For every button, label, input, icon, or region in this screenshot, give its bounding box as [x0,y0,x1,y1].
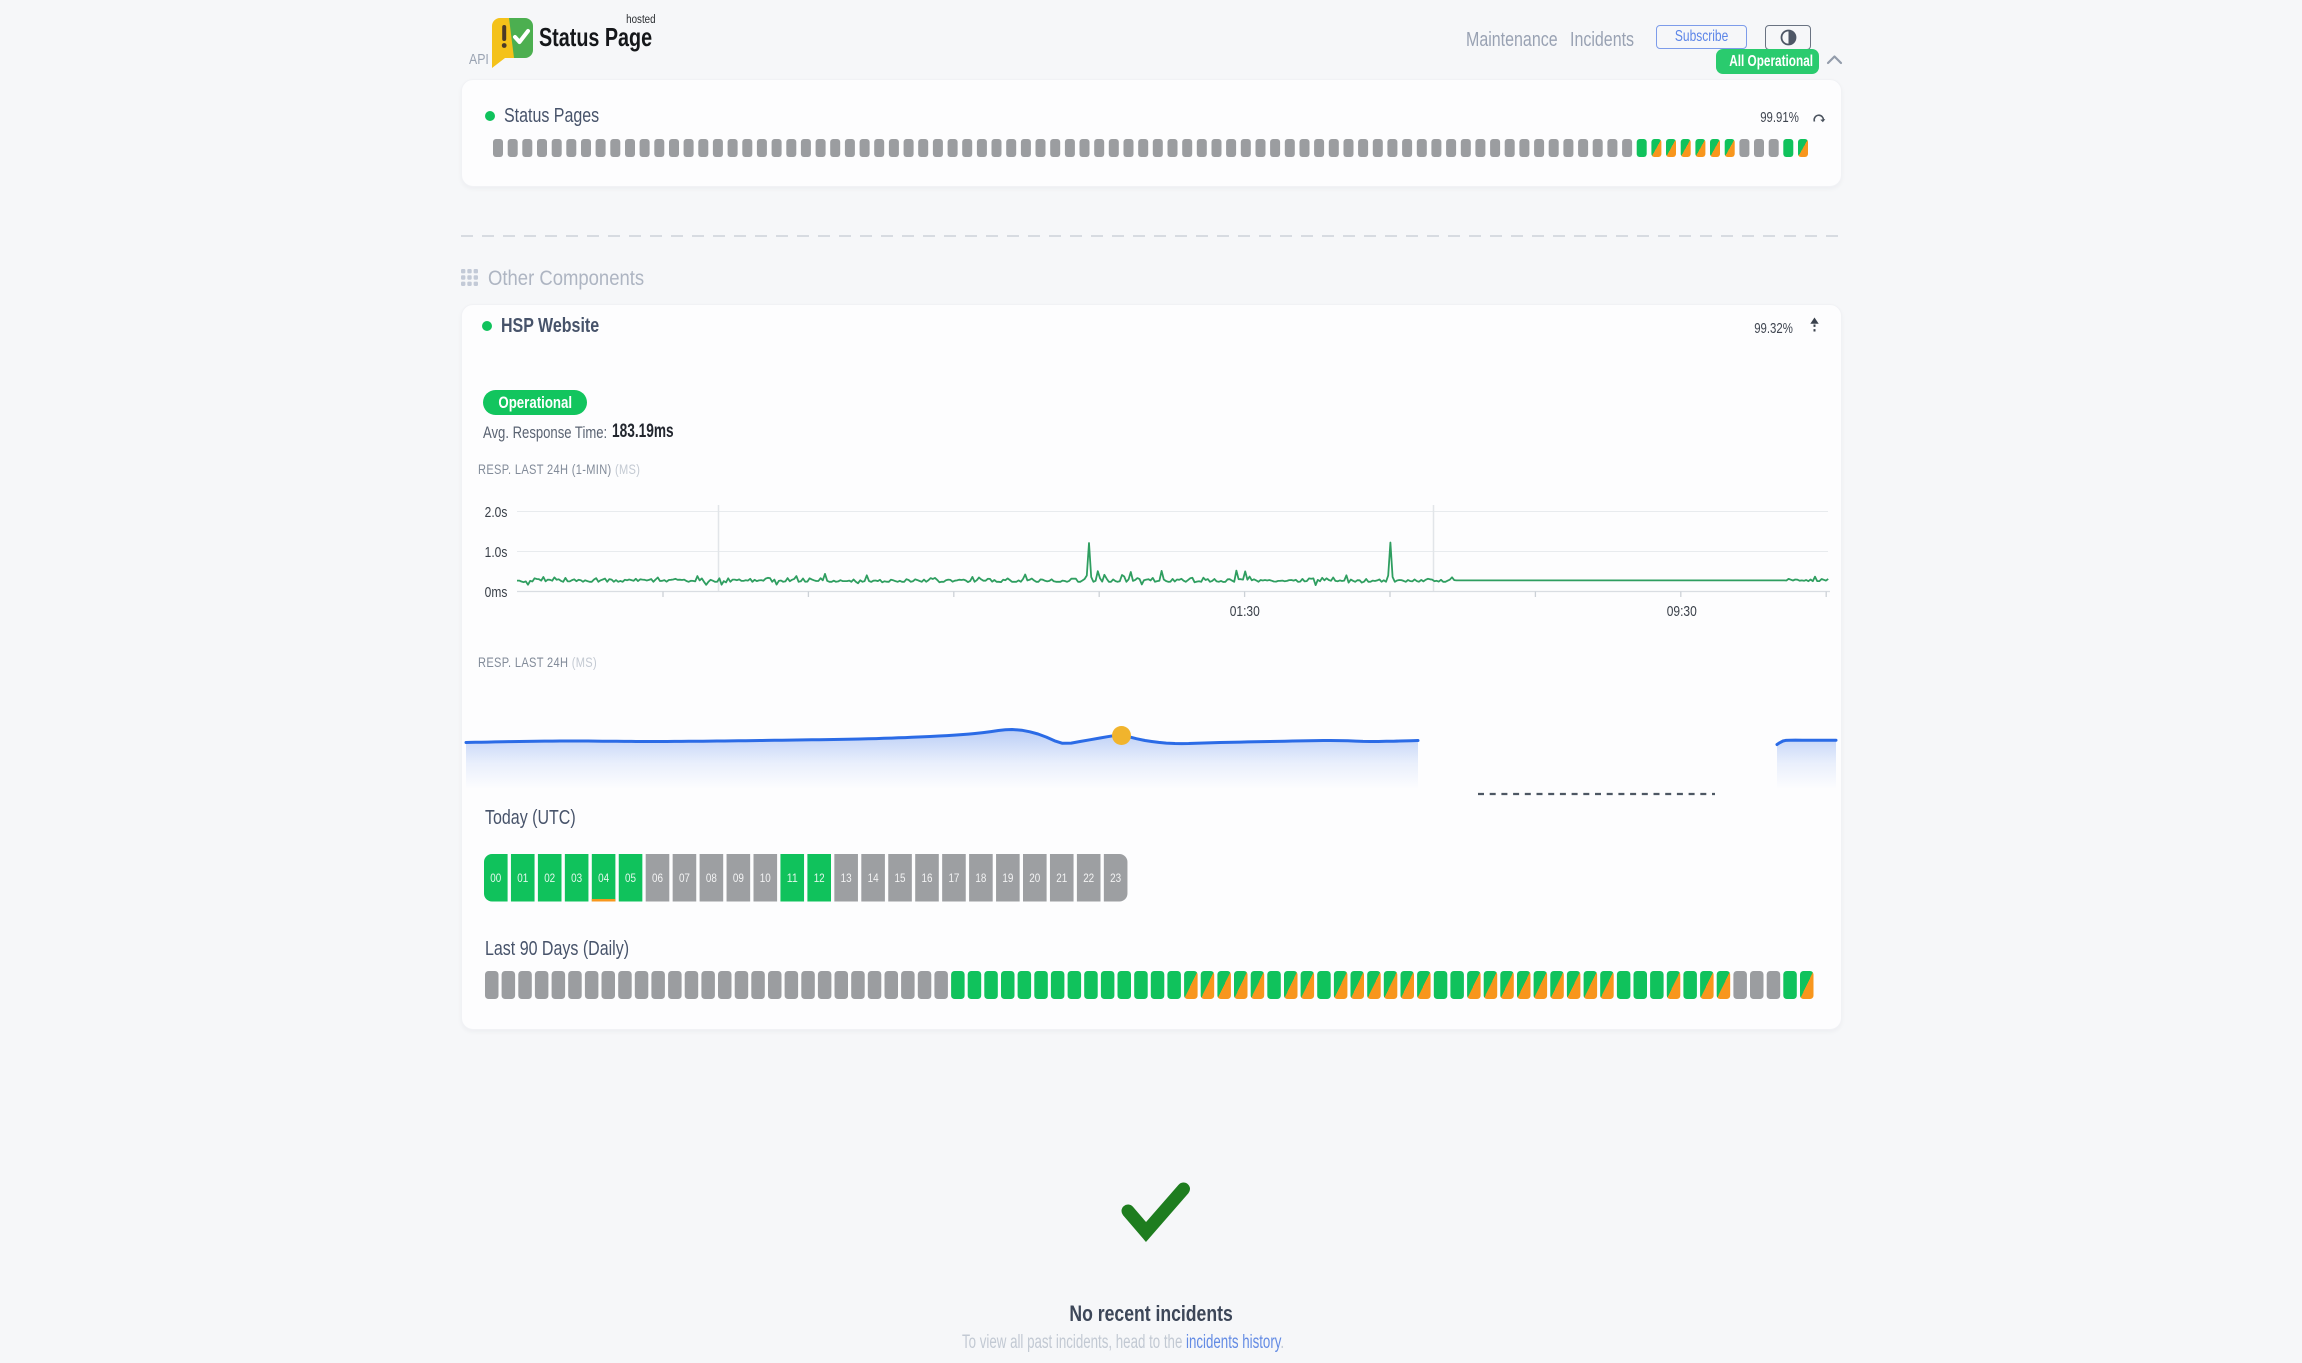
svg-text:15: 15 [895,871,906,885]
svg-text:17: 17 [948,871,959,885]
svg-text:12: 12 [814,871,825,885]
svg-text:00: 00 [490,871,501,885]
svg-text:04: 04 [598,871,609,885]
svg-text:03: 03 [571,871,582,885]
svg-text:10: 10 [760,871,771,885]
svg-text:11: 11 [787,871,798,885]
svg-text:05: 05 [625,871,636,885]
svg-text:08: 08 [706,871,717,885]
svg-text:09: 09 [733,871,744,885]
svg-text:13: 13 [841,871,852,885]
svg-text:21: 21 [1056,871,1067,885]
svg-text:07: 07 [679,871,690,885]
svg-text:22: 22 [1083,871,1094,885]
svg-text:23: 23 [1110,871,1121,885]
svg-text:01: 01 [517,871,528,885]
svg-text:02: 02 [544,871,555,885]
svg-text:18: 18 [975,871,986,885]
svg-text:19: 19 [1002,871,1013,885]
svg-text:06: 06 [652,871,663,885]
svg-text:14: 14 [868,871,879,885]
svg-text:20: 20 [1029,871,1040,885]
svg-text:16: 16 [922,871,933,885]
